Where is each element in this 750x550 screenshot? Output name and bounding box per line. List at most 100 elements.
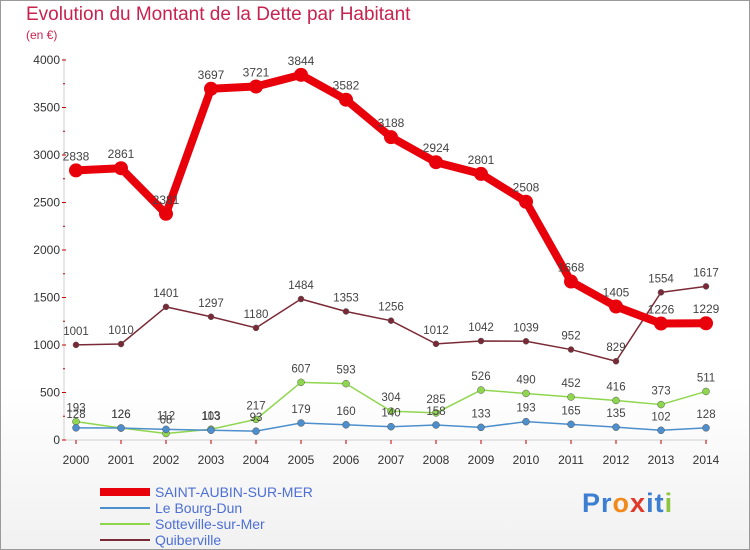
data-label: 102 xyxy=(651,411,670,423)
legend-label: Quiberville xyxy=(155,532,222,548)
x-tick-label: 2008 xyxy=(423,453,450,467)
data-point xyxy=(72,341,80,349)
data-label: 103 xyxy=(201,411,220,423)
logo-letter: r xyxy=(601,488,613,518)
data-point xyxy=(699,316,713,331)
data-label: 593 xyxy=(336,365,355,377)
data-point xyxy=(702,387,710,396)
data-point xyxy=(69,163,83,178)
data-point xyxy=(474,166,488,181)
data-label: 179 xyxy=(291,404,310,416)
data-point xyxy=(117,424,125,432)
data-point xyxy=(702,424,710,432)
data-label: 373 xyxy=(651,386,670,398)
data-label: 93 xyxy=(250,412,263,424)
data-label: 2381 xyxy=(153,193,180,207)
data-label: 526 xyxy=(471,371,490,383)
logo-letter: i xyxy=(664,488,674,518)
x-tick-label: 2009 xyxy=(468,453,495,467)
legend-label: Sotteville-sur-Mer xyxy=(155,516,265,532)
y-tick-label: 2500 xyxy=(33,196,60,210)
data-point xyxy=(72,424,80,432)
data-point xyxy=(342,421,350,429)
x-tick-label: 2004 xyxy=(243,453,270,467)
data-point xyxy=(114,161,128,176)
x-tick-label: 2005 xyxy=(288,453,315,467)
data-label: 1010 xyxy=(108,325,134,337)
data-point xyxy=(207,426,215,434)
data-point xyxy=(567,393,575,401)
data-label: 452 xyxy=(561,378,580,390)
data-label: 3582 xyxy=(333,79,360,93)
legend-swatch xyxy=(100,539,150,541)
x-tick-label: 2013 xyxy=(648,453,675,467)
data-label: 2924 xyxy=(423,141,450,155)
data-point xyxy=(657,289,665,296)
data-point xyxy=(342,379,350,388)
data-label: 607 xyxy=(291,363,310,375)
data-label: 1554 xyxy=(648,273,674,285)
data-label: 193 xyxy=(516,403,535,415)
data-label: 1405 xyxy=(603,286,630,300)
chart-legend: SAINT-AUBIN-SUR-MER Le Bourg-Dun Sottevill… xyxy=(100,484,360,548)
data-point xyxy=(297,295,305,303)
data-label: 113 xyxy=(202,410,220,422)
data-label: 2861 xyxy=(108,147,135,161)
data-point xyxy=(159,206,173,221)
data-label: 3697 xyxy=(198,68,225,82)
data-point xyxy=(249,79,263,94)
data-point xyxy=(654,316,668,331)
logo-letter: t xyxy=(654,488,665,518)
data-label: 1180 xyxy=(244,309,269,321)
x-tick-label: 2002 xyxy=(153,453,180,467)
y-tick-label: 0 xyxy=(53,433,60,447)
logo-letter: i xyxy=(646,488,655,518)
data-label: 126 xyxy=(111,409,130,421)
data-label: 3844 xyxy=(288,54,315,68)
data-point xyxy=(432,340,440,348)
chart-subtitle: (en €) xyxy=(26,28,58,42)
data-point xyxy=(294,67,308,82)
data-label: 1012 xyxy=(423,325,449,337)
data-label: 1401 xyxy=(153,288,179,300)
data-label: 416 xyxy=(606,381,625,393)
data-point xyxy=(612,396,620,405)
data-point xyxy=(387,422,395,431)
data-label: 133 xyxy=(471,408,490,420)
data-label: 285 xyxy=(426,394,445,406)
data-point xyxy=(612,357,620,365)
data-point xyxy=(162,425,170,434)
data-label: 128 xyxy=(696,409,715,421)
data-point xyxy=(252,427,260,435)
data-point xyxy=(477,386,485,394)
x-tick-label: 2012 xyxy=(603,453,630,467)
y-tick-label: 2000 xyxy=(33,243,60,257)
data-label: 304 xyxy=(381,392,401,404)
data-point xyxy=(384,130,398,145)
data-label: 1668 xyxy=(558,261,585,275)
chart-title: Evolution du Montant de la Dette par Hab… xyxy=(26,4,411,25)
y-tick-label: 500 xyxy=(40,386,60,400)
data-point xyxy=(522,338,530,345)
logo-letter: x xyxy=(630,488,647,518)
y-tick-label: 3500 xyxy=(33,101,60,115)
data-label: 1001 xyxy=(63,326,89,338)
data-label: 1256 xyxy=(378,302,404,314)
data-point xyxy=(342,308,350,315)
y-tick-label: 4000 xyxy=(33,53,60,67)
data-point xyxy=(657,426,665,435)
data-label: 1042 xyxy=(468,322,494,334)
data-label: 3188 xyxy=(378,116,405,130)
data-point xyxy=(432,421,440,429)
data-label: 1617 xyxy=(693,267,719,279)
data-label: 1229 xyxy=(693,302,720,316)
data-label: 1353 xyxy=(333,292,359,304)
y-tick-label: 1500 xyxy=(33,291,60,305)
data-label: 140 xyxy=(381,408,400,420)
x-tick-label: 2010 xyxy=(513,453,540,467)
data-point xyxy=(702,283,710,290)
data-label: 511 xyxy=(697,372,715,384)
data-label: 829 xyxy=(606,342,625,354)
